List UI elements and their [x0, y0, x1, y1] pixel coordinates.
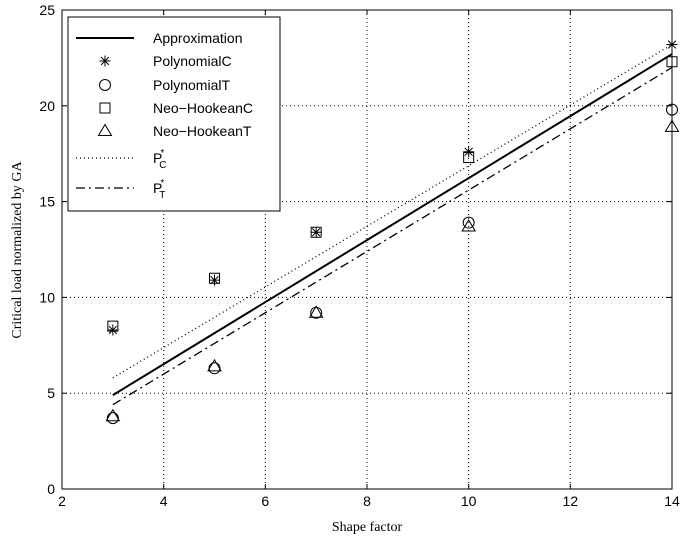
x-axis-label: Shape factor [332, 520, 403, 535]
y-tick-label: 0 [47, 481, 55, 497]
x-tick-label: 10 [461, 493, 477, 509]
x-tick-label: 12 [563, 493, 579, 509]
square-marker [209, 272, 220, 284]
asterisk-marker [463, 146, 475, 158]
asterisk-marker [107, 324, 119, 336]
asterisk-stroke [100, 56, 110, 66]
y-tick-label: 20 [39, 98, 55, 114]
triangle-marker [105, 408, 121, 422]
legend-label: PolynomialC [153, 53, 232, 69]
legend-entry: P* T [76, 178, 165, 201]
asterisk-stroke [108, 325, 118, 335]
x-tick-label: 2 [58, 493, 66, 509]
asterisk-marker [209, 274, 220, 286]
legend-label: Approximation [153, 30, 243, 46]
square-marker [99, 102, 111, 114]
series-line [112, 66, 673, 406]
legend-entry: P* C [76, 148, 166, 171]
legend-label: Neo−HookeanC [153, 100, 253, 116]
legend-label: P* T [153, 178, 165, 201]
asterisk-stroke [464, 147, 473, 157]
triangle-marker [97, 123, 113, 136]
legend-label: Neo−HookeanT [153, 123, 252, 139]
legend-entry: Approximation [76, 30, 243, 46]
asterisk-stroke [311, 228, 321, 237]
x-tick-label: 14 [664, 493, 680, 509]
legend-entry: PolynomialT [99, 77, 230, 93]
square-marker [107, 320, 119, 332]
triangle-marker [461, 219, 477, 232]
y-tick-label: 5 [47, 385, 55, 401]
circle-marker [462, 216, 475, 229]
axis-ticks: 2 4 6 8 10 12 14 0 5 10 15 20 25 [39, 2, 680, 509]
triangle-marker [207, 358, 222, 372]
square-marker [463, 152, 475, 164]
asterisk-marker [310, 226, 322, 238]
series-lines [112, 43, 673, 406]
x-tick-label: 4 [160, 493, 168, 509]
x-tick-label: 8 [363, 493, 371, 509]
asterisk-marker [99, 55, 111, 67]
legend-entry: Neo−HookeanC [99, 100, 253, 116]
y-tick-label: 10 [39, 289, 55, 305]
legend-entry: PolynomialC [99, 53, 232, 69]
legend-box [67, 16, 281, 212]
x-tick-label: 6 [261, 493, 269, 509]
square-marker [310, 226, 322, 238]
y-tick-label: 15 [39, 194, 55, 210]
legend-entry: Neo−HookeanT [97, 123, 252, 139]
legend-label: P* C [153, 148, 166, 171]
y-axis-label: Critical load normalized by GA [10, 160, 25, 338]
circle-marker [310, 306, 323, 319]
series-line [112, 53, 673, 396]
triangle-marker [308, 305, 324, 318]
series-line [112, 43, 673, 379]
y-tick-label: 25 [39, 2, 55, 18]
circle-marker [99, 79, 111, 91]
legend-label: PolynomialT [153, 77, 230, 93]
legend: Approximation PolynomialC PolynomialT Neo−H… [67, 16, 281, 212]
